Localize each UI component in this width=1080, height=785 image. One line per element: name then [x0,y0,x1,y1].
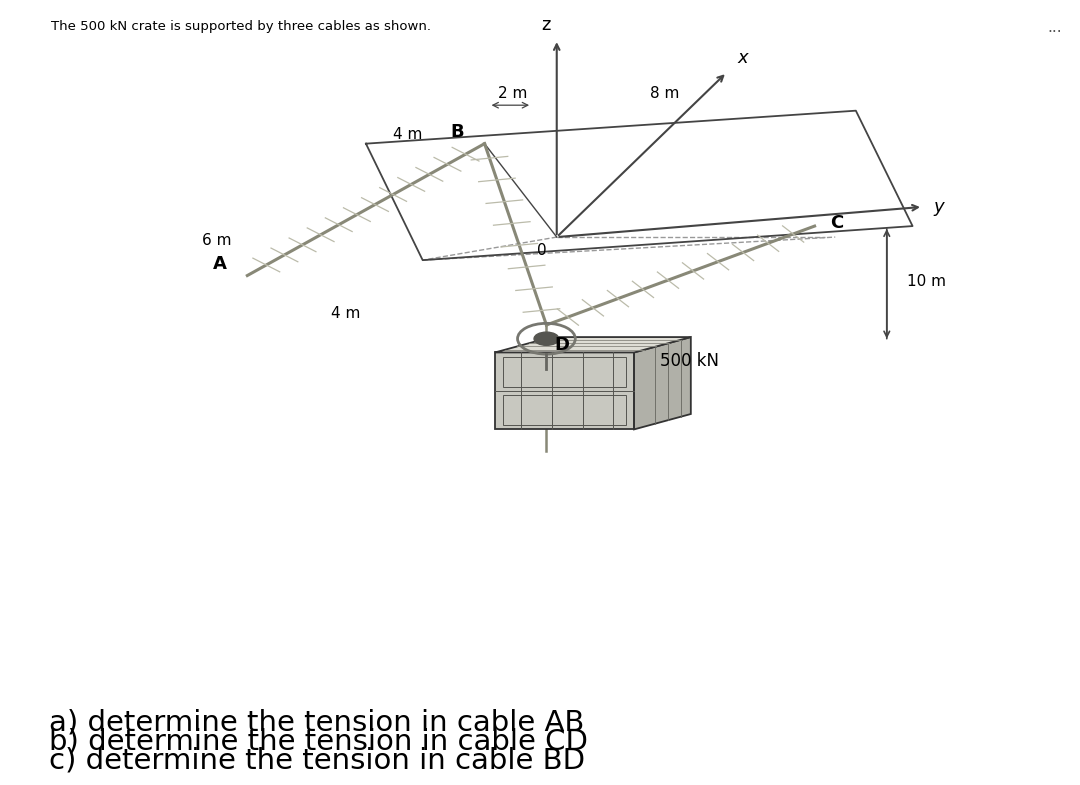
Text: 500 kN: 500 kN [660,352,719,370]
Text: 8 m: 8 m [649,86,679,100]
Text: 4 m: 4 m [393,127,422,142]
Text: A: A [213,255,227,273]
Polygon shape [634,337,691,429]
Text: 2 m: 2 m [499,86,528,100]
Text: C: C [831,214,843,232]
Text: D: D [555,336,569,354]
Text: a) determine the tension in cable AB: a) determine the tension in cable AB [49,709,584,737]
Text: y: y [933,198,944,216]
Text: 0: 0 [537,243,546,257]
Text: ...: ... [1048,20,1062,35]
Text: 4 m: 4 m [332,306,361,321]
Text: x: x [738,49,747,67]
Text: z: z [542,16,551,34]
Polygon shape [495,337,691,352]
Text: 10 m: 10 m [907,273,946,289]
Text: B: B [450,123,464,141]
Text: c) determine the tension in cable BD: c) determine the tension in cable BD [49,747,584,775]
Circle shape [534,332,558,345]
Text: b) determine the tension in cable CD: b) determine the tension in cable CD [49,728,588,756]
Polygon shape [495,352,634,429]
Text: 6 m: 6 m [202,233,232,248]
Text: The 500 kN crate is supported by three cables as shown.: The 500 kN crate is supported by three c… [52,20,431,33]
